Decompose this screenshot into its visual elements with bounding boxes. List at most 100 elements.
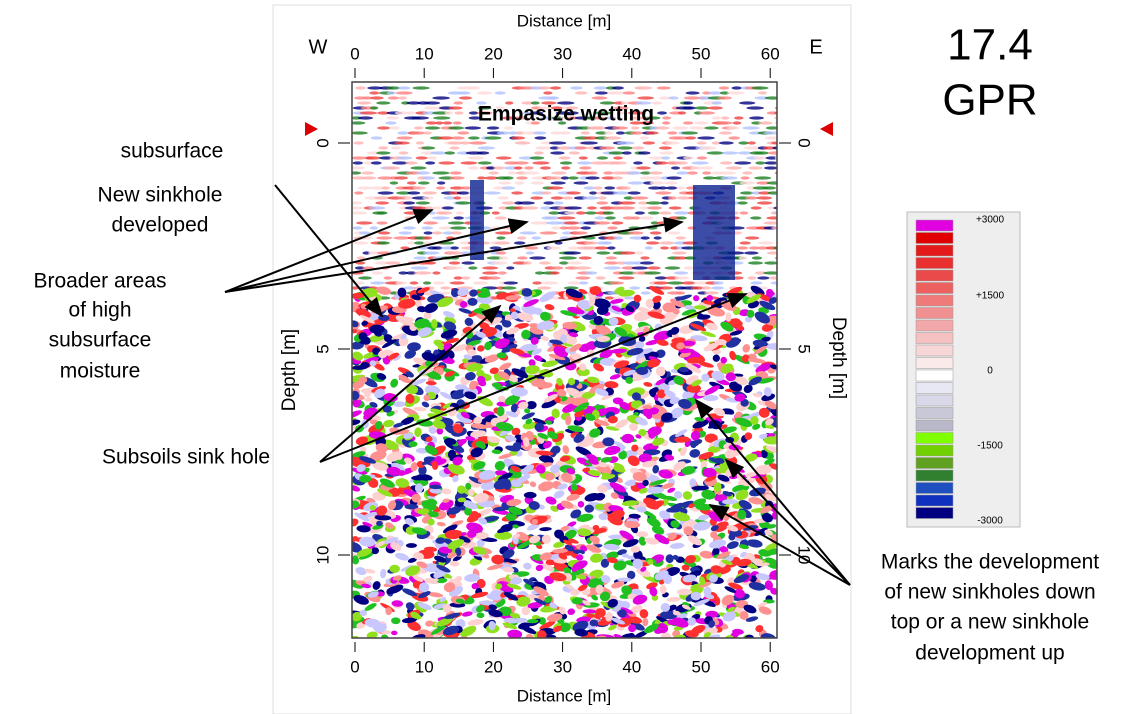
texture [549,141,566,144]
texture [728,136,740,139]
annotation: subsurface [49,329,152,352]
texture [647,206,662,209]
texture [742,171,752,174]
x-tick-label: 10 [415,44,434,63]
texture [547,186,563,189]
texture [643,141,655,144]
texture [460,186,471,189]
annotation: Subsoils sink hole [102,446,270,469]
texture [534,151,544,154]
texture [686,91,700,94]
x-tick-label: 0 [350,44,359,63]
texture [496,251,506,254]
texture [683,156,694,159]
texture [416,141,424,144]
texture [660,246,669,249]
x-tick-label: 60 [761,44,780,63]
texture [650,231,662,234]
texture [368,206,385,209]
texture [522,171,540,174]
texture [537,286,551,289]
axis-label: Depth [m] [279,329,300,411]
texture [750,216,761,219]
texture [521,206,539,209]
texture [551,226,561,229]
texture [603,241,612,244]
texture [469,141,487,144]
texture [518,201,535,204]
texture [501,286,516,289]
texture [617,141,635,144]
texture [632,266,649,269]
texture [487,276,501,279]
texture [640,261,654,264]
texture [559,156,571,159]
texture [448,221,465,224]
texture [699,111,715,114]
texture [707,106,722,109]
texture [617,146,633,149]
texture [391,146,401,149]
texture [681,131,698,134]
texture [435,121,443,124]
texture [753,156,767,159]
colorbar-label: -3000 [977,516,1003,527]
texture [740,241,751,244]
annotation: top or a new sinkhole [891,611,1089,634]
texture [599,146,615,149]
texture [694,106,709,109]
texture [531,181,544,184]
texture [449,261,461,264]
texture [683,101,693,104]
texture [676,236,686,239]
texture [676,186,685,189]
texture [381,186,390,189]
texture [611,221,623,224]
texture [646,201,662,204]
texture [487,126,499,129]
colorbar-swatch [916,320,953,331]
texture [422,176,435,179]
texture [712,141,720,144]
texture [389,126,399,129]
annotation: of new sinkholes down [884,581,1095,604]
texture [454,216,464,219]
texture [488,171,499,174]
texture [356,221,372,224]
texture [757,276,769,279]
radargram [344,82,791,645]
texture [414,271,432,274]
texture [662,116,671,119]
texture [662,121,670,124]
texture [358,116,373,119]
texture [703,395,719,401]
texture [569,151,580,154]
texture [727,91,745,94]
texture [573,231,588,234]
texture [589,191,597,194]
texture [630,131,644,134]
x-tick-label: 0 [350,657,359,676]
texture [445,111,454,114]
texture [646,131,659,134]
colorbar-swatch [916,258,953,269]
texture [378,231,390,234]
texture [369,91,379,94]
texture [493,166,504,169]
y-tick-label: 5 [795,344,814,353]
texture [543,201,554,204]
texture [702,166,714,169]
texture [697,156,707,159]
texture [477,146,495,149]
texture [585,271,597,274]
texture [758,241,774,244]
annotation: subsurface [121,140,224,163]
texture [649,171,663,174]
texture [565,226,581,229]
texture [618,276,635,279]
axis-label: Distance [m] [517,686,611,705]
texture [372,271,383,274]
texture [603,211,614,214]
texture [645,246,653,249]
texture [459,96,472,99]
